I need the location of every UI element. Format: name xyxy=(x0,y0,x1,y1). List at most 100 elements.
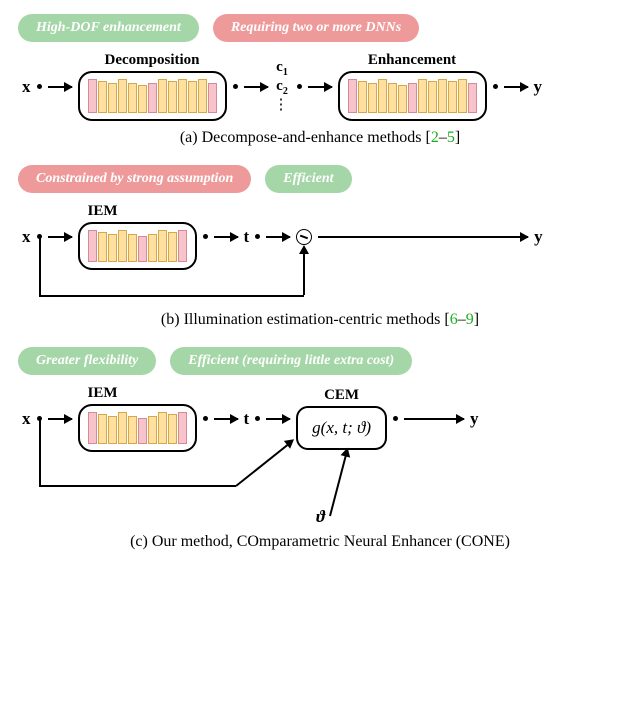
nn-layer-icon xyxy=(168,414,177,444)
nn-layer-icon xyxy=(108,83,117,113)
panel-c-badges: Greater flexibility Efficient (requiring… xyxy=(18,347,622,375)
nn-layer-icon xyxy=(368,83,377,113)
panel-b-caption: (b) Illumination estimation-centric meth… xyxy=(18,311,622,329)
arrow-right-icon xyxy=(48,236,72,238)
nn-layer-icon xyxy=(88,412,97,444)
divide-op-icon xyxy=(296,229,312,245)
nn-layer-icon xyxy=(128,416,137,444)
nn-layer-icon xyxy=(458,79,467,113)
nn-layer-icon xyxy=(358,81,367,113)
nn-layer-icon xyxy=(88,79,97,113)
nn-layer-icon xyxy=(128,234,137,262)
badge-high-dof: High-DOF enhancement xyxy=(18,14,199,42)
nn-layer-icon xyxy=(88,230,97,262)
dot-icon xyxy=(255,234,260,239)
panel-b-flow: x IEM t y xyxy=(22,203,622,270)
nn-layer-icon xyxy=(168,232,177,262)
nn-layer-icon xyxy=(138,418,147,444)
caption-text: ] xyxy=(474,311,479,328)
nn-layer-icon xyxy=(98,81,107,113)
nn-layer-icon xyxy=(118,79,127,113)
panel-b: Constrained by strong assumption Efficie… xyxy=(18,165,622,329)
x-symbol: x xyxy=(22,77,31,97)
nn-layer-icon xyxy=(118,412,127,444)
nn-layer-icon xyxy=(428,81,437,113)
nn-layer-icon xyxy=(168,81,177,113)
nn-layer-icon xyxy=(348,79,357,113)
nn-layer-icon xyxy=(138,85,147,113)
iem-module xyxy=(78,404,197,452)
nn-layer-icon xyxy=(438,79,447,113)
panel-a-flow: x Decomposition c1 c2 ⋮ Enhancement y xyxy=(22,52,622,121)
badge-efficient-cost: Efficient (requiring little extra cost) xyxy=(170,347,412,375)
caption-text: (a) Decompose-and-enhance methods [ xyxy=(180,129,431,146)
ref-link[interactable]: 6 xyxy=(450,311,458,328)
dot-icon xyxy=(203,234,208,239)
dot-icon xyxy=(203,416,208,421)
t-symbol: t xyxy=(244,409,250,429)
caption-dash: – xyxy=(439,129,447,146)
iem-label: IEM xyxy=(88,203,118,220)
dot-icon xyxy=(393,416,398,421)
iem-block: IEM xyxy=(78,385,197,452)
nn-layer-icon xyxy=(118,230,127,262)
theta-symbol: ϑ xyxy=(316,507,325,527)
arrow-right-icon xyxy=(308,86,332,88)
nn-layer-icon xyxy=(128,83,137,113)
badge-constrained: Constrained by strong assumption xyxy=(18,165,251,193)
nn-layer-icon xyxy=(448,81,457,113)
dot-icon xyxy=(493,84,498,89)
decomposition-module xyxy=(78,71,227,121)
nn-layer-icon xyxy=(178,230,187,262)
nn-layer-icon xyxy=(148,416,157,444)
y-symbol: y xyxy=(534,227,543,247)
x-symbol: x xyxy=(22,409,31,429)
dot-icon xyxy=(233,84,238,89)
nn-layer-icon xyxy=(188,81,197,113)
decomposition-label: Decomposition xyxy=(105,52,200,69)
cem-block: CEM g(x, t; ϑ) xyxy=(296,387,387,450)
enhancement-module xyxy=(338,71,487,121)
ref-link[interactable]: 2 xyxy=(431,129,439,146)
nn-layer-icon xyxy=(418,79,427,113)
arrow-right-icon xyxy=(48,86,72,88)
y-symbol: y xyxy=(534,77,543,97)
badge-efficient: Efficient xyxy=(265,165,351,193)
nn-layer-icon xyxy=(178,79,187,113)
c2-symbol: c2 xyxy=(276,78,288,97)
iem-label: IEM xyxy=(88,385,118,402)
nn-layer-icon xyxy=(158,230,167,262)
nn-layer-icon xyxy=(178,412,187,444)
nn-layer-icon xyxy=(198,79,207,113)
x-symbol: x xyxy=(22,227,31,247)
arrow-right-icon xyxy=(266,418,290,420)
t-symbol: t xyxy=(244,227,250,247)
nn-layer-icon xyxy=(468,83,477,113)
arrow-right-icon xyxy=(504,86,528,88)
arrow-right-icon xyxy=(266,236,290,238)
c-stack: c1 c2 ⋮ xyxy=(274,59,291,114)
ref-link[interactable]: 5 xyxy=(447,129,455,146)
iem-block: IEM xyxy=(78,203,197,270)
badge-two-dnns: Requiring two or more DNNs xyxy=(213,14,419,42)
arrow-right-icon xyxy=(318,236,528,238)
decomposition-block: Decomposition xyxy=(78,52,227,121)
nn-layer-icon xyxy=(98,414,107,444)
arrow-right-icon xyxy=(214,236,238,238)
feedback-line xyxy=(39,295,304,297)
nn-layer-icon xyxy=(158,412,167,444)
caption-dash: – xyxy=(458,311,466,328)
enhancement-block: Enhancement xyxy=(338,52,487,121)
panel-a: High-DOF enhancement Requiring two or mo… xyxy=(18,14,622,147)
dot-icon xyxy=(297,84,302,89)
iem-module xyxy=(78,222,197,270)
dot-icon xyxy=(37,234,42,239)
enhancement-label: Enhancement xyxy=(368,52,456,69)
ref-link[interactable]: 9 xyxy=(466,311,474,328)
panel-c: Greater flexibility Efficient (requiring… xyxy=(18,347,622,551)
dot-icon xyxy=(255,416,260,421)
feedback-line xyxy=(39,485,236,487)
nn-layer-icon xyxy=(388,83,397,113)
badge-flexibility: Greater flexibility xyxy=(18,347,156,375)
panel-a-badges: High-DOF enhancement Requiring two or mo… xyxy=(18,14,622,42)
